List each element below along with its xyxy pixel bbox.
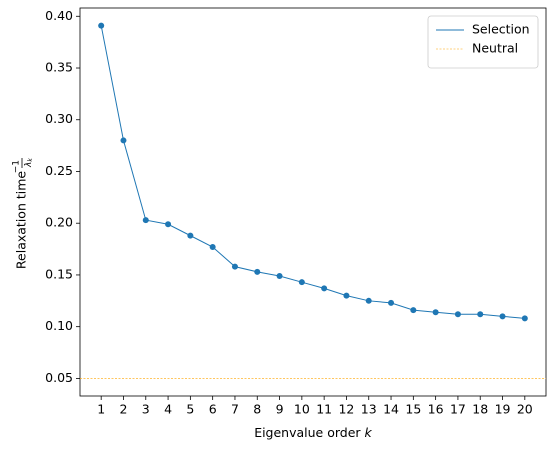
point <box>276 272 283 279</box>
point <box>521 315 528 322</box>
x-tick-label: 16 <box>428 402 444 417</box>
y-axis-label-numerator: −1 <box>12 160 22 173</box>
y-tick-label: 0.25 <box>45 163 73 178</box>
point <box>254 268 261 275</box>
y-tick-label: 0.20 <box>45 215 73 230</box>
y-axis-label-denominator: λk <box>24 158 34 168</box>
x-tick-label: 1 <box>97 402 105 417</box>
plot-frame <box>79 7 547 397</box>
legend-label: Selection <box>472 22 530 37</box>
point <box>120 137 127 144</box>
y-tick-label: 0.05 <box>45 370 73 385</box>
y-axis-label-text: Relaxation time <box>14 171 29 269</box>
x-tick-label: 11 <box>316 402 332 417</box>
x-tick-label: 19 <box>495 402 511 417</box>
point <box>231 263 238 270</box>
x-axis-label: Eigenvalue order k <box>254 425 372 440</box>
point <box>388 299 395 306</box>
point <box>187 232 194 239</box>
point <box>432 309 439 316</box>
x-tick-label: 7 <box>231 402 239 417</box>
point <box>477 311 484 318</box>
point <box>142 217 149 224</box>
x-tick-label: 12 <box>338 402 354 417</box>
y-tick-label: 0.30 <box>45 111 73 126</box>
x-tick-label: 8 <box>253 402 261 417</box>
x-tick-label: 9 <box>276 402 284 417</box>
point <box>209 244 216 251</box>
x-tick-label: 13 <box>361 402 377 417</box>
y-axis-label: Relaxation time −1 λk <box>12 158 34 269</box>
x-tick-label: 15 <box>405 402 421 417</box>
x-tick-label: 17 <box>450 402 466 417</box>
point <box>98 22 105 29</box>
y-tick-label: 0.35 <box>45 60 73 75</box>
point <box>321 285 328 292</box>
y-tick-label: 0.15 <box>45 266 73 281</box>
point <box>165 221 172 228</box>
y-tick-label: 0.10 <box>45 318 73 333</box>
x-tick-label: 18 <box>472 402 488 417</box>
x-tick-label: 6 <box>209 402 217 417</box>
point <box>298 279 305 286</box>
series-line <box>100 25 525 319</box>
x-tick-label: 5 <box>186 402 194 417</box>
x-tick-label: 14 <box>383 402 399 417</box>
legend-box <box>427 15 539 69</box>
x-tick-label: 20 <box>517 402 533 417</box>
point <box>454 311 461 318</box>
legend-label: Neutral <box>472 41 518 56</box>
x-tick-label: 2 <box>120 402 128 417</box>
x-tick-label: 3 <box>142 402 150 417</box>
point <box>410 307 417 314</box>
x-tick-label: 10 <box>294 402 310 417</box>
x-tick-label: 4 <box>164 402 172 417</box>
y-tick-label: 0.40 <box>45 8 73 23</box>
point <box>343 292 350 299</box>
point <box>365 297 372 304</box>
point <box>499 313 506 320</box>
